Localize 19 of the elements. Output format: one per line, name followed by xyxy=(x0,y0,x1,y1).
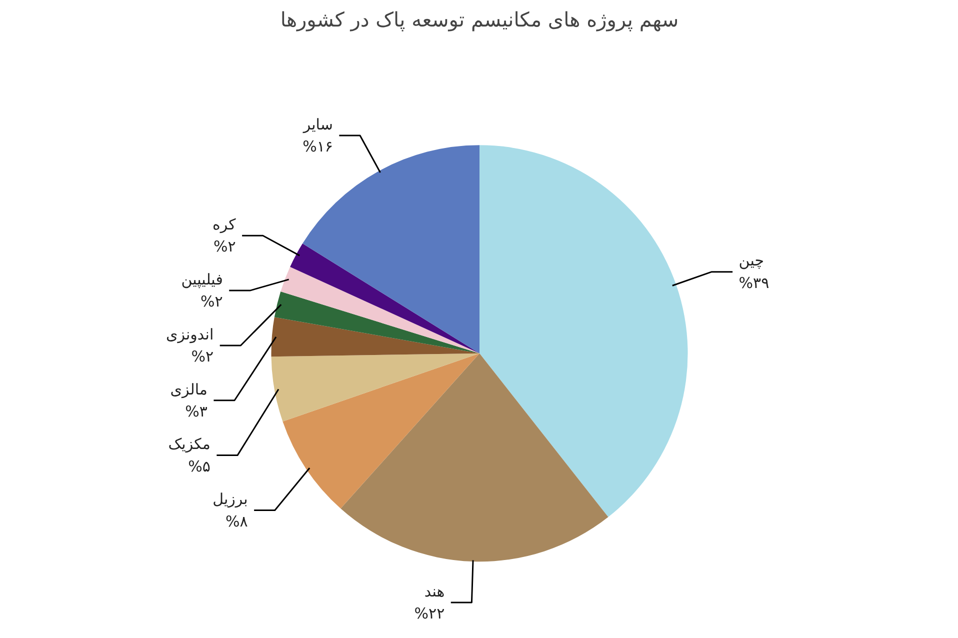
data-label: %۲۲ xyxy=(414,604,445,623)
data-label: %۳۹ xyxy=(738,274,770,292)
data-label: %۲ xyxy=(191,348,214,366)
slice-label: برزیل xyxy=(212,490,248,508)
chart-title: سهم پروژه های مکانیسم توسعه پاک در کشورها xyxy=(280,8,679,32)
slice-label: کره xyxy=(212,216,237,234)
slice-label: مکزیک xyxy=(168,435,210,454)
data-label: %۱۶ xyxy=(302,138,333,156)
data-label: %۲ xyxy=(214,238,236,256)
slice-label: مالزی xyxy=(170,380,208,398)
data-label: %۵ xyxy=(188,457,210,476)
slice-label: فیلیپین xyxy=(181,270,223,288)
data-label: %۲ xyxy=(200,292,223,311)
slice-label: اندونزی xyxy=(166,325,214,344)
slice-label: سایر xyxy=(302,115,333,134)
slice-label: هند xyxy=(424,582,445,600)
data-label: %۸ xyxy=(226,512,248,530)
slice-label: چین xyxy=(738,252,764,270)
data-label: %۳ xyxy=(185,402,208,420)
